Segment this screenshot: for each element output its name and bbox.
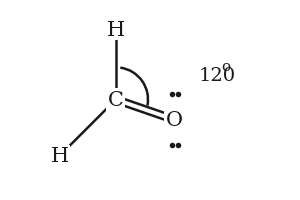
Text: O: O [166,111,183,129]
Text: 120: 120 [198,67,236,85]
Text: C: C [108,91,124,109]
Text: o: o [221,60,230,74]
Text: H: H [107,21,125,39]
Text: H: H [50,147,69,165]
